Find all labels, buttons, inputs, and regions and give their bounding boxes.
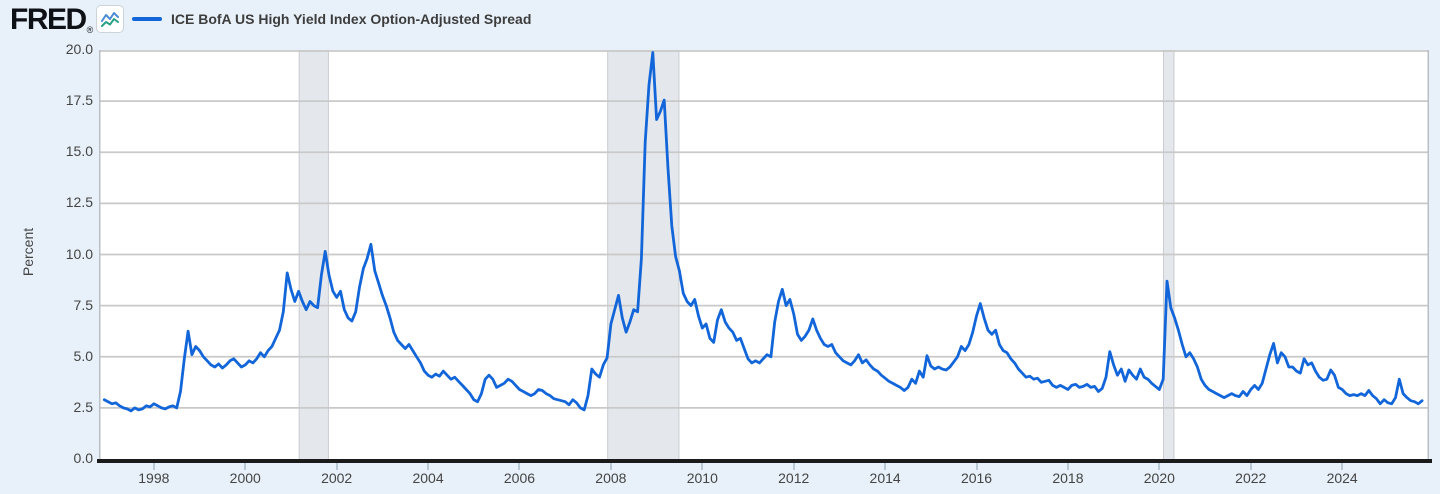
legend-line-swatch <box>132 17 162 21</box>
x-tick-label: 2008 <box>595 470 627 486</box>
x-tick-label: 2002 <box>321 470 353 486</box>
fred-sparkline-icon <box>96 5 124 33</box>
chart-plot[interactable] <box>99 50 1429 459</box>
x-tick-label: 2022 <box>1235 470 1267 486</box>
x-tick-label: 2006 <box>503 470 536 486</box>
x-tick-mark <box>427 462 430 470</box>
y-tick-label: 17.5 <box>65 92 93 109</box>
x-tick-label: 1998 <box>138 470 170 486</box>
x-tick-mark <box>701 462 704 470</box>
x-axis-line <box>97 459 1432 463</box>
fred-logo-text: FRED <box>10 3 87 36</box>
x-tick-mark <box>975 462 978 470</box>
gridlines <box>99 50 1429 409</box>
registered-trademark-icon: ® <box>86 25 94 35</box>
x-tick-mark <box>884 462 887 470</box>
x-tick-mark <box>152 462 155 470</box>
x-tick-mark <box>1341 462 1344 470</box>
x-tick-label: 2020 <box>1143 470 1175 486</box>
y-tick-label: 2.5 <box>73 398 93 415</box>
x-tick-mark <box>609 462 612 470</box>
x-tick-label: 2010 <box>686 470 718 486</box>
x-tick-label: 2004 <box>412 470 444 486</box>
x-tick-label: 2018 <box>1052 470 1084 486</box>
x-tick-label: 2016 <box>960 470 993 486</box>
y-tick-label: 10.0 <box>65 245 93 262</box>
x-tick-mark <box>335 462 338 470</box>
y-tick-label: 15.0 <box>65 143 93 160</box>
y-tick-label: 0.0 <box>73 450 93 466</box>
y-tick-label: 5.0 <box>73 347 93 364</box>
x-tick-mark <box>244 462 247 470</box>
x-tick-label: 2014 <box>869 470 901 486</box>
x-tick-label: 2024 <box>1326 470 1358 486</box>
series-legend: ICE BofA US High Yield Index Option-Adju… <box>132 11 531 27</box>
series-line[interactable] <box>102 51 1424 413</box>
x-tick-mark <box>792 462 795 470</box>
y-tick-label: 12.5 <box>65 194 93 211</box>
x-tick-label: 2012 <box>778 470 810 486</box>
plot-borders <box>99 50 1429 459</box>
x-tick-mark <box>518 462 521 470</box>
series-title[interactable]: ICE BofA US High Yield Index Option-Adju… <box>171 11 532 27</box>
x-tick-mark <box>1158 462 1161 470</box>
x-tick-mark <box>1066 462 1069 470</box>
y-tick-label: 20.0 <box>65 41 93 57</box>
x-tick-mark <box>1249 462 1252 470</box>
y-tick-label: 7.5 <box>73 296 93 313</box>
fred-logo[interactable]: FRED® <box>10 3 94 37</box>
x-tick-label: 2000 <box>229 470 261 486</box>
